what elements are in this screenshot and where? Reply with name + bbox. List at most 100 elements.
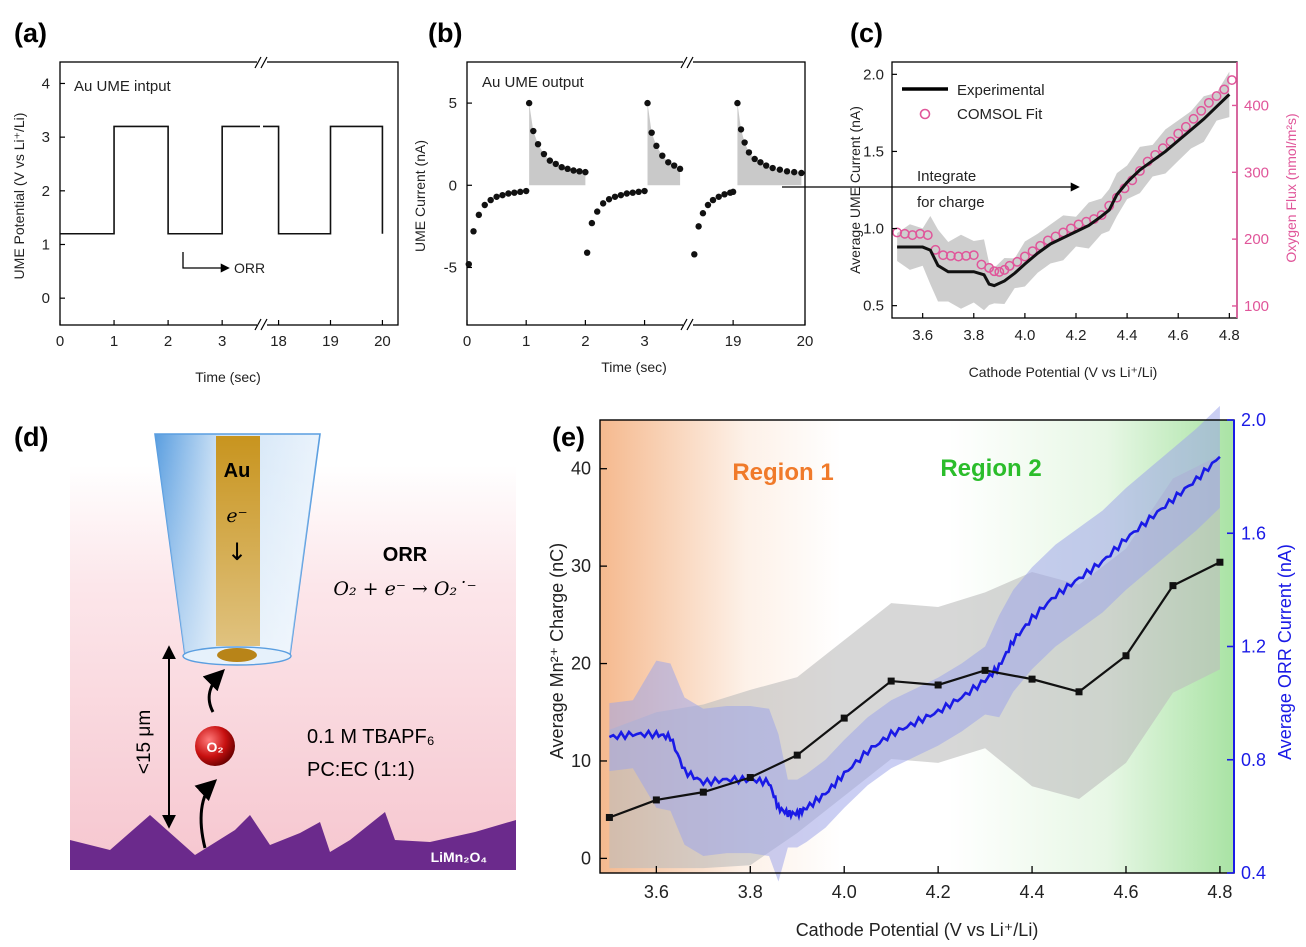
panel-d-letter: (d) [14, 422, 48, 452]
o2-diffusion-arrow-lower [194, 779, 218, 849]
panel-c-x-ticks: 3.6 3.8 4.0 4.2 4.4 4.6 4.8 [912, 313, 1240, 344]
panel-b-x-tick-label: 3 [640, 333, 648, 350]
panel-b-pulse-0-point [576, 168, 583, 175]
cathode-label: LiMn₂O₄ [431, 849, 487, 865]
panel-b-pulse-1-point [583, 249, 591, 256]
panel-c-fit-point [1226, 75, 1237, 85]
panel-c-experimental-line [897, 93, 1231, 288]
panel-c-fit-point [1004, 260, 1015, 271]
panel-b-pulse-0-point [534, 140, 542, 148]
panel-c-x-label: Cathode Potential (V vs Li⁺/Li) [969, 364, 1158, 380]
panel-b-pulse-right-point [695, 223, 702, 230]
panel-b-frame [466, 61, 806, 326]
panel-b-pulse-right-point [757, 159, 764, 166]
legend-comsol-label: COMSOL Fit [957, 106, 1043, 123]
panel-c-y-tick-label: 1.0 [863, 221, 884, 238]
panel-e-y-ticks: 0 10 20 30 40 [571, 459, 607, 868]
panel-e-y-tick-label: 0 [581, 848, 591, 868]
panel-b-y-tick-label: 5 [449, 95, 457, 112]
panel-a-x-tick-label: 1 [110, 333, 118, 350]
panel-e-orr-current-line [608, 455, 1221, 822]
panel-c-error-band [897, 71, 1230, 311]
panel-e-charge-point [1169, 582, 1177, 590]
legend-comsol-swatch [919, 108, 931, 120]
panel-e-x-ticks: 3.6 3.8 4.0 4.2 4.4 4.6 4.8 [644, 866, 1232, 902]
panel-c-fit-point [922, 230, 933, 241]
panel-b-pulse-right-point [704, 201, 712, 209]
panel-e-charge-point [793, 751, 801, 759]
panel-e-right-y-tick-label: 2.0 [1241, 410, 1266, 430]
panel-c-fit-point [1173, 128, 1184, 139]
panel-b-x-tick-label: 1 [522, 333, 530, 350]
panel-b-pulse-1-point [670, 162, 678, 169]
panel-b-pulse-1-point [659, 152, 666, 159]
legend-experimental-label: Experimental [957, 82, 1045, 99]
panel-a-letter: (a) [14, 18, 47, 48]
panel-b-x-ticks: 0 1 2 3 19 20 [463, 320, 813, 350]
panel-b-pulse-1-point [588, 219, 596, 227]
panel-e-y-tick-label: 40 [571, 459, 591, 479]
panel-b-pulse-0-point [552, 160, 559, 168]
panel-a-axis-break [254, 56, 268, 331]
panel-a-y-tick-label: 2 [42, 183, 50, 200]
o2-molecule-label: O₂ [206, 739, 223, 755]
panel-c-right-y-ticks: 100 200 300 400 [1232, 97, 1269, 315]
panel-a-y-tick-label: 1 [42, 236, 50, 253]
panel-c-fit-point [1219, 84, 1230, 95]
panel-c-fit-point [1019, 251, 1030, 262]
panel-b-pulse-1-point [605, 196, 613, 203]
panel-e-charge-point [1122, 652, 1130, 660]
panel-b-y-label: UME Current (nA) [412, 140, 428, 252]
gold-disk [217, 648, 257, 662]
panel-b-pulse-right-point [729, 188, 737, 196]
panel-b-pulse-0-point [582, 168, 589, 176]
panel-c-x-tick-label: 4.0 [1014, 327, 1035, 344]
panel-c-fit-point [1211, 91, 1222, 102]
panel-b-pulse-0-point [470, 228, 477, 235]
panel-a-x-tick-label: 0 [56, 333, 64, 350]
panel-e-current-error-band [609, 405, 1220, 882]
reaction-title: ORR [383, 544, 428, 566]
panel-e-charge-point [1075, 688, 1083, 696]
panel-c-fit-point [984, 262, 995, 273]
panel-c-right-y-tick-label: 100 [1244, 298, 1269, 315]
panel-b-pulse-0-point [465, 260, 472, 268]
panel-b-pulse-right-point [762, 162, 770, 169]
panel-b: (b) Au UME output 0 1 2 3 19 20 5 0 -5 UME Curr… [412, 18, 813, 375]
panel-e-x-tick-label: 4.4 [1020, 882, 1045, 902]
panel-c-y-tick-label: 1.5 [863, 143, 884, 160]
panel-a-trace-left [60, 125, 260, 235]
panel-d-schematic: (d) Au e⁻ ↓ ORR O₂ + e⁻ → O₂˙⁻ <15 μm O₂… [14, 422, 516, 870]
o2-molecule [195, 726, 235, 766]
panel-b-pulse-0-band [529, 103, 586, 186]
panel-c-x-tick-label: 3.6 [912, 327, 933, 344]
panel-b-pulse-right-point [776, 166, 784, 173]
panel-b-pulse-0-point [546, 157, 554, 164]
panel-e-right-y-tick-label: 0.8 [1241, 750, 1266, 770]
panel-a-orr-label: ORR [234, 260, 265, 276]
panel-a: (a) Au UME intput 0 1 2 3 18 19 20 0 1 2 3 4 ORR U… [11, 18, 399, 385]
panel-a-x-ticks: 0 1 2 3 18 19 20 [56, 320, 391, 350]
panel-b-x-tick-label: 0 [463, 333, 471, 350]
panel-c-y-label: Average UME Current (nA) [847, 106, 863, 274]
panel-b-y-ticks: 5 0 -5 [444, 95, 472, 276]
panel-b-pulse-right-point [691, 251, 698, 258]
panel-c-band-area [897, 71, 1230, 311]
panel-e-right-y-tick-label: 0.4 [1241, 863, 1266, 883]
panel-a-x-label: Time (sec) [195, 369, 261, 385]
panel-b-pulse-right-point [715, 193, 722, 200]
panel-e-right-y-label: Average ORR Current (nA) [1275, 544, 1295, 760]
panel-c-fit-point [1203, 97, 1214, 108]
panel-c-x-tick-label: 4.4 [1117, 327, 1138, 344]
panel-b-letter: (b) [428, 18, 462, 48]
panel-b-pulse-0-point [487, 196, 494, 204]
panel-c-right-y-label: Oxygen Flux (nmol/m²s) [1283, 113, 1299, 262]
panel-e-charge-line [605, 558, 1224, 821]
panel-a-orr-arrow [182, 252, 230, 273]
panel-c-x-tick-label: 4.6 [1168, 327, 1189, 344]
panel-a-annotation: Au UME intput [74, 78, 172, 95]
panel-a-y-tick-label: 3 [42, 129, 50, 146]
panel-b-pulse-0-point [564, 165, 571, 173]
panel-e-x-tick-label: 3.8 [738, 882, 763, 902]
